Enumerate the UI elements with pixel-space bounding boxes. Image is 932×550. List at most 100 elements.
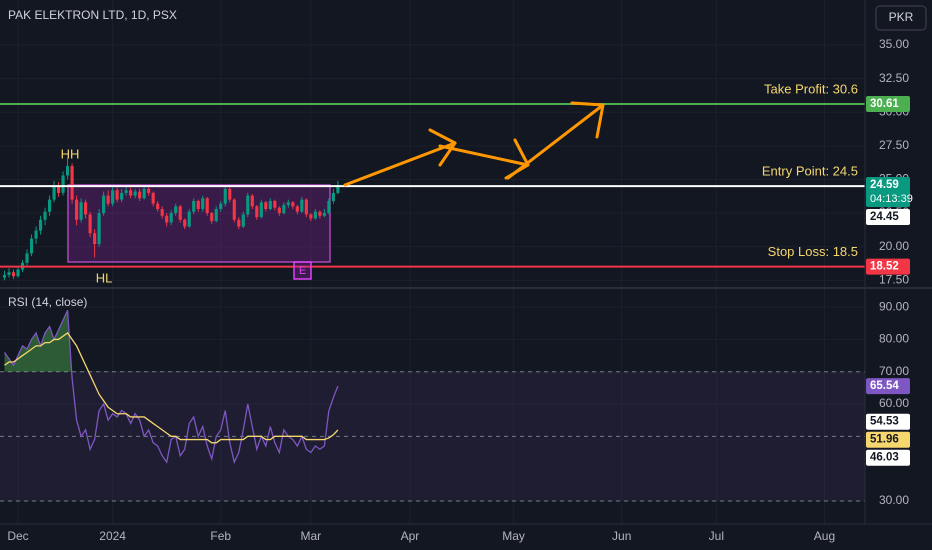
take-profit-badge-bg: [866, 96, 910, 113]
candle-body: [259, 202, 263, 218]
candle-body: [11, 272, 16, 277]
rsi-tick-label: 60.00: [879, 396, 909, 410]
candle-body: [111, 190, 115, 204]
stop-loss-badge: 18.52: [870, 261, 899, 273]
candle-body: [327, 200, 331, 214]
candle-body: [142, 188, 146, 199]
currency-box[interactable]: [875, 5, 927, 31]
rsi-pane: [0, 310, 865, 502]
prev-close-badge: 24.45: [870, 211, 899, 223]
x-tick-label: Mar: [301, 529, 322, 543]
candle-body: [331, 192, 335, 201]
candle-body: [88, 214, 92, 234]
rsi-badge: 54.53: [870, 416, 899, 428]
candle-body: [255, 206, 259, 218]
rsi-badge: 51.96: [870, 434, 899, 446]
annotation-hl: HL: [96, 270, 113, 285]
candle-body: [156, 203, 160, 210]
candle-body: [56, 186, 61, 193]
candle-body: [268, 200, 272, 210]
candle-body: [75, 199, 79, 220]
candle-body: [52, 186, 56, 200]
candle-body: [219, 203, 223, 210]
candle-body: [29, 238, 34, 254]
candle-body: [7, 272, 11, 275]
rsi-tick-label: 30.00: [879, 493, 909, 507]
chart-title: PAK ELEKTRON LTD, 1D, PSX: [8, 8, 177, 22]
candle-body: [313, 211, 317, 219]
last-price-badge: 24.59: [870, 179, 899, 191]
candle-body: [322, 213, 326, 216]
candle-body: [47, 199, 52, 212]
candle-body: [309, 214, 313, 219]
candle-body: [187, 211, 191, 227]
last-price-badge-bg: [866, 176, 910, 207]
currency[interactable]: PKR: [889, 10, 914, 24]
candle-body: [151, 192, 155, 204]
rsi-badge: 65.54: [870, 380, 899, 392]
candle-body: [214, 209, 218, 222]
candle-body: [34, 230, 38, 239]
candle-body: [286, 202, 290, 205]
candle-body: [183, 219, 187, 227]
x-tick-label: Dec: [7, 529, 28, 543]
candle-body: [277, 207, 281, 214]
candle-body: [61, 175, 65, 193]
candle-body: [124, 190, 128, 193]
candle-body: [84, 202, 88, 215]
x-tick-label: May: [502, 529, 525, 543]
candle-body: [129, 190, 133, 196]
candle-body: [16, 269, 20, 277]
rsi-tick-label: 80.00: [879, 332, 909, 346]
x-tick-label: Aug: [814, 529, 835, 543]
candle-body: [291, 202, 295, 207]
candle-body: [178, 206, 182, 220]
y-tick-label: 27.50: [879, 138, 909, 152]
candle-body: [147, 188, 151, 193]
rsi-line: [3, 310, 339, 465]
candle-body: [25, 253, 29, 263]
axes: Dec2024FebMarAprMayJunJulAug17.5020.0022…: [7, 37, 912, 543]
candle-body: [336, 184, 340, 193]
y-tick-label: 20.00: [879, 239, 909, 253]
candle-body: [250, 195, 254, 207]
rsi-badge-bg: [866, 378, 910, 395]
candle-body: [169, 213, 173, 223]
candle-body: [295, 206, 299, 212]
rsi-ma-line: [4, 332, 339, 444]
rsi-badge-bg: [866, 449, 910, 466]
candle-body: [210, 213, 214, 222]
candle-body: [246, 195, 250, 215]
candle-body: [318, 211, 322, 216]
rsi-title: RSI (14, close): [8, 295, 87, 309]
candle-body: [115, 190, 119, 200]
candle-body: [160, 209, 164, 216]
candle-body: [70, 166, 74, 200]
candle-body: [196, 200, 200, 210]
x-tick-label: Feb: [210, 529, 231, 543]
candle-body: [237, 219, 241, 227]
projection-arrows: [343, 101, 605, 187]
candle-body: [106, 195, 110, 204]
candle-body: [241, 214, 245, 227]
candle-body: [43, 211, 47, 220]
candle-body: [174, 206, 178, 214]
candle-body: [192, 200, 196, 212]
stop-loss-badge-bg: [866, 258, 910, 275]
candle-body: [232, 199, 236, 220]
y-tick-label: 17.50: [879, 272, 909, 286]
countdown: 04:13:39: [870, 193, 913, 205]
y-tick-label: 35.00: [879, 37, 909, 51]
candle-body: [223, 188, 227, 204]
candle-body: [38, 219, 43, 231]
annotation-hh: HH: [61, 146, 80, 161]
candle-body: [102, 195, 106, 214]
take-profit-badge: 30.61: [870, 98, 899, 110]
candle-body: [300, 199, 304, 212]
rsi-badge-bg: [866, 413, 910, 430]
candle-body: [66, 166, 70, 176]
candle-body: [264, 202, 268, 210]
candle-body: [282, 205, 286, 214]
annotation-e: E: [299, 265, 306, 277]
